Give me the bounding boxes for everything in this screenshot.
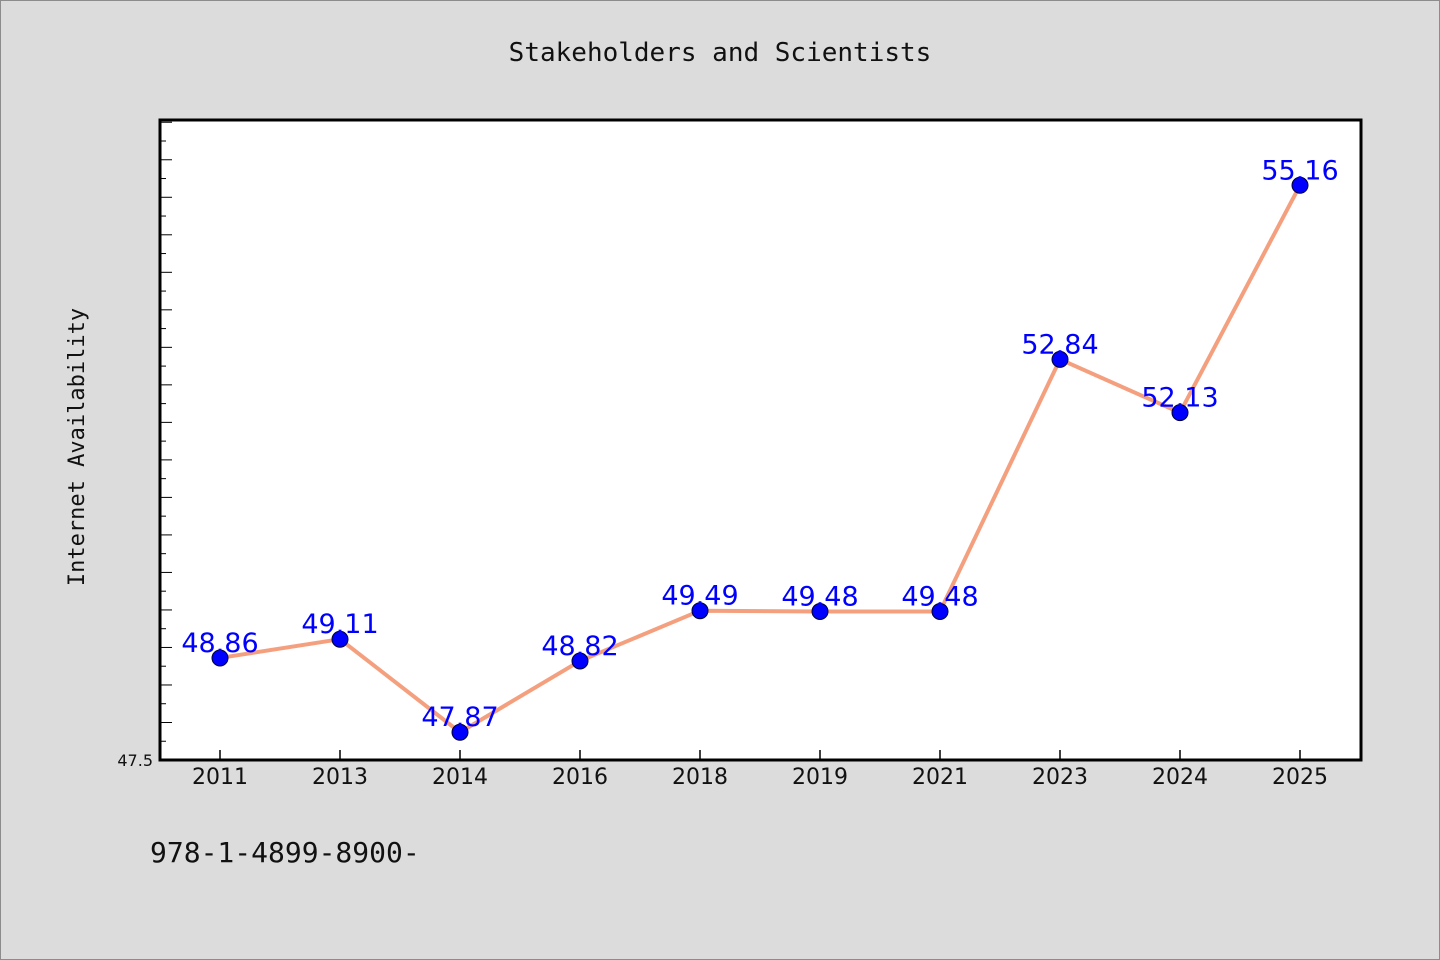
- data-labels: 48.86 49.11 47.87 48.82 49.49 49.48 49.48 52.84…: [181, 155, 1338, 733]
- data-label: 47.87: [421, 702, 498, 733]
- series-markers: [211, 176, 1309, 741]
- y-tick-label: 47.5: [117, 751, 153, 770]
- x-tick-label: 2014: [432, 765, 488, 790]
- x-tick-label: 2023: [1032, 765, 1088, 790]
- x-tick-label: 2024: [1152, 765, 1208, 790]
- data-point: [331, 630, 349, 648]
- x-tick-label: 2013: [312, 765, 368, 790]
- y-axis-label: Internet Availability: [65, 308, 90, 586]
- x-tick-label: 2018: [672, 765, 728, 790]
- data-point: [451, 723, 469, 741]
- data-point: [211, 649, 229, 667]
- data-point: [931, 602, 949, 620]
- x-axis-ticks: 2011 2013 2014 2016 2018 2019 2021 2023 2024 2025: [192, 750, 1328, 790]
- x-tick-label: 2021: [912, 765, 968, 790]
- data-point: [571, 652, 589, 670]
- data-label: 55.16: [1261, 155, 1338, 186]
- footer-text: 978-1-4899-8900-: [150, 836, 420, 869]
- x-tick-label: 2025: [1272, 765, 1328, 790]
- plot-area: [160, 120, 1361, 760]
- plot-frame: [158, 118, 1363, 762]
- series-line: [219, 184, 1302, 735]
- data-label: 52.84: [1021, 329, 1098, 360]
- data-point: [811, 602, 829, 620]
- data-label: 48.86: [181, 628, 258, 659]
- data-label: 52.13: [1141, 383, 1218, 414]
- data-label: 49.48: [901, 581, 978, 612]
- chart-title: Stakeholders and Scientists: [509, 38, 932, 68]
- data-label: 49.49: [661, 581, 738, 612]
- data-label: 49.11: [301, 609, 378, 640]
- data-label: 49.48: [781, 581, 858, 612]
- data-label: 48.82: [541, 631, 618, 662]
- data-point: [1051, 350, 1069, 368]
- data-point: [1291, 176, 1309, 194]
- x-tick-label: 2011: [192, 765, 248, 790]
- x-tick-label: 2019: [792, 765, 848, 790]
- x-tick-label: 2016: [552, 765, 608, 790]
- data-point: [1171, 404, 1189, 422]
- data-point: [691, 602, 709, 620]
